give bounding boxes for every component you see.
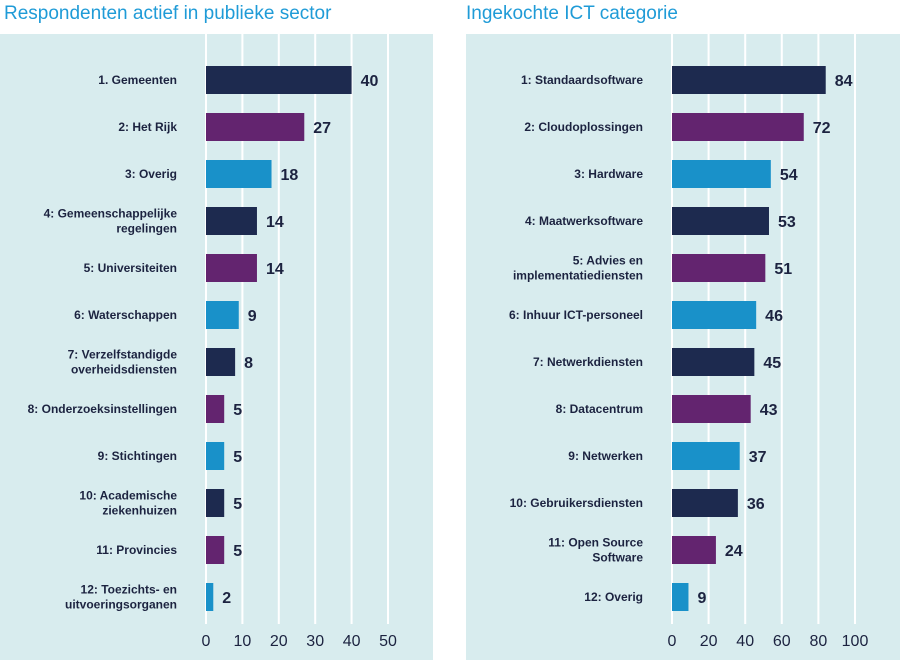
chart1-bar-2 [206, 113, 305, 141]
chart1-value-label-5: 14 [266, 261, 284, 278]
chart1-category-label-5: 5: Universiteiten [84, 261, 177, 275]
chart1-tick-label-4: 40 [343, 633, 361, 650]
chart2-tick-label-2: 40 [736, 633, 754, 650]
chart2-category-label-1: 1: Standaardsoftware [521, 73, 643, 87]
chart1-value-label-10: 5 [233, 496, 242, 513]
chart1-category-label-9: 9: Stichtingen [98, 449, 177, 463]
chart2-value-label-12: 9 [697, 590, 706, 607]
chart2-bar-3 [672, 160, 771, 188]
chart1-bar-11 [206, 536, 225, 564]
chart1-tick-label-2: 20 [270, 633, 288, 650]
chart2-value-label-11: 24 [725, 543, 743, 560]
chart2-value-label-5: 51 [774, 261, 792, 278]
chart2-tick-label-0: 0 [668, 633, 677, 650]
chart1-bar-12 [206, 583, 214, 611]
chart2-tick-label-3: 60 [773, 633, 791, 650]
chart2-bar-10 [672, 489, 738, 517]
chart2-value-label-6: 46 [765, 308, 783, 325]
chart1-bar-10 [206, 489, 225, 517]
chart2-category-label-9: 9: Netwerken [568, 449, 643, 463]
chart1-category-label-8: 8: Onderzoeksinstellingen [28, 402, 177, 416]
chart1-bar-4 [206, 207, 257, 235]
chart2-category-label-3: 3: Hardware [574, 167, 643, 181]
chart2-title: Ingekochte ICT categorie [466, 3, 678, 24]
chart2-tick-label-1: 20 [700, 633, 718, 650]
chart1-bar-8 [206, 395, 225, 423]
chart2-bar-2 [672, 113, 804, 141]
chart2-bar-5 [672, 254, 766, 282]
chart1-bar-9 [206, 442, 225, 470]
chart1-category-label-11: 11: Provincies [96, 543, 177, 557]
chart1-tick-label-0: 0 [202, 633, 211, 650]
chart2-bar-8 [672, 395, 751, 423]
chart2-category-label-5: 5: Advies en implementatiediensten [513, 254, 643, 283]
chart1-category-label-3: 3: Overig [125, 167, 177, 181]
chart1-value-label-7: 8 [244, 355, 253, 372]
chart2-tick-label-5: 100 [842, 633, 869, 650]
chart1-value-label-8: 5 [233, 402, 242, 419]
chart2-value-label-10: 36 [747, 496, 765, 513]
chart1-category-label-6: 6: Waterschappen [74, 308, 177, 322]
chart1-value-label-11: 5 [233, 543, 242, 560]
chart1-bar-3 [206, 160, 272, 188]
chart1-category-label-7: 7: Verzelfstandigde overheidsdiensten [68, 348, 178, 377]
chart1-bar-6 [206, 301, 239, 329]
chart1-title: Respondenten actief in publieke sector [4, 3, 332, 24]
chart1-category-label-4: 4: Gemeenschappelijke regelingen [44, 207, 178, 236]
chart1-tick-label-1: 10 [234, 633, 252, 650]
chart2-value-label-7: 45 [763, 355, 781, 372]
chart1-tick-label-5: 50 [379, 633, 397, 650]
chart2-bar-9 [672, 442, 740, 470]
chart1-category-label-12: 12: Toezichts- en uitvoeringsorganen [65, 583, 177, 612]
chart2-tick-label-4: 80 [810, 633, 828, 650]
chart1-category-label-10: 10: Academische ziekenhuizen [79, 489, 177, 518]
chart2-bar-1 [672, 66, 826, 94]
chart2-value-label-1: 84 [835, 73, 853, 90]
chart1-value-label-6: 9 [248, 308, 257, 325]
chart2-category-label-11: 11: Open Source Software [548, 536, 643, 565]
chart2-category-label-8: 8: Datacentrum [556, 402, 643, 416]
chart2-category-label-4: 4: Maatwerksoftware [525, 214, 643, 228]
chart2-value-label-8: 43 [760, 402, 778, 419]
chart1-value-label-4: 14 [266, 214, 284, 231]
chart1-bar-1 [206, 66, 352, 94]
chart2-bar-4 [672, 207, 769, 235]
chart2-category-label-12: 12: Overig [584, 590, 643, 604]
chart1-value-label-2: 27 [313, 120, 331, 137]
chart1-category-label-1: 1. Gemeenten [98, 73, 177, 87]
chart2-bar-6 [672, 301, 757, 329]
chart2-bar-12 [672, 583, 689, 611]
chart2-value-label-3: 54 [780, 167, 798, 184]
chart2-category-label-2: 2: Cloudoplossingen [524, 120, 643, 134]
chart1-value-label-12: 2 [222, 590, 231, 607]
chart2-value-label-9: 37 [749, 449, 767, 466]
chart1-value-label-1: 40 [361, 73, 379, 90]
chart2-value-label-4: 53 [778, 214, 796, 231]
chart1-category-label-2: 2: Het Rijk [118, 120, 177, 134]
chart2-bar-11 [672, 536, 716, 564]
chart2-category-label-7: 7: Netwerkdiensten [533, 355, 643, 369]
chart1-value-label-9: 5 [233, 449, 242, 466]
chart2-bar-7 [672, 348, 755, 376]
chart1-tick-label-3: 30 [306, 633, 324, 650]
chart1-bar-5 [206, 254, 257, 282]
chart2-value-label-2: 72 [813, 120, 831, 137]
chart1-bar-7 [206, 348, 236, 376]
chart1-value-label-3: 18 [281, 167, 299, 184]
chart2-category-label-10: 10: Gebruikersdiensten [510, 496, 643, 510]
chart2-category-label-6: 6: Inhuur ICT-personeel [509, 308, 643, 322]
